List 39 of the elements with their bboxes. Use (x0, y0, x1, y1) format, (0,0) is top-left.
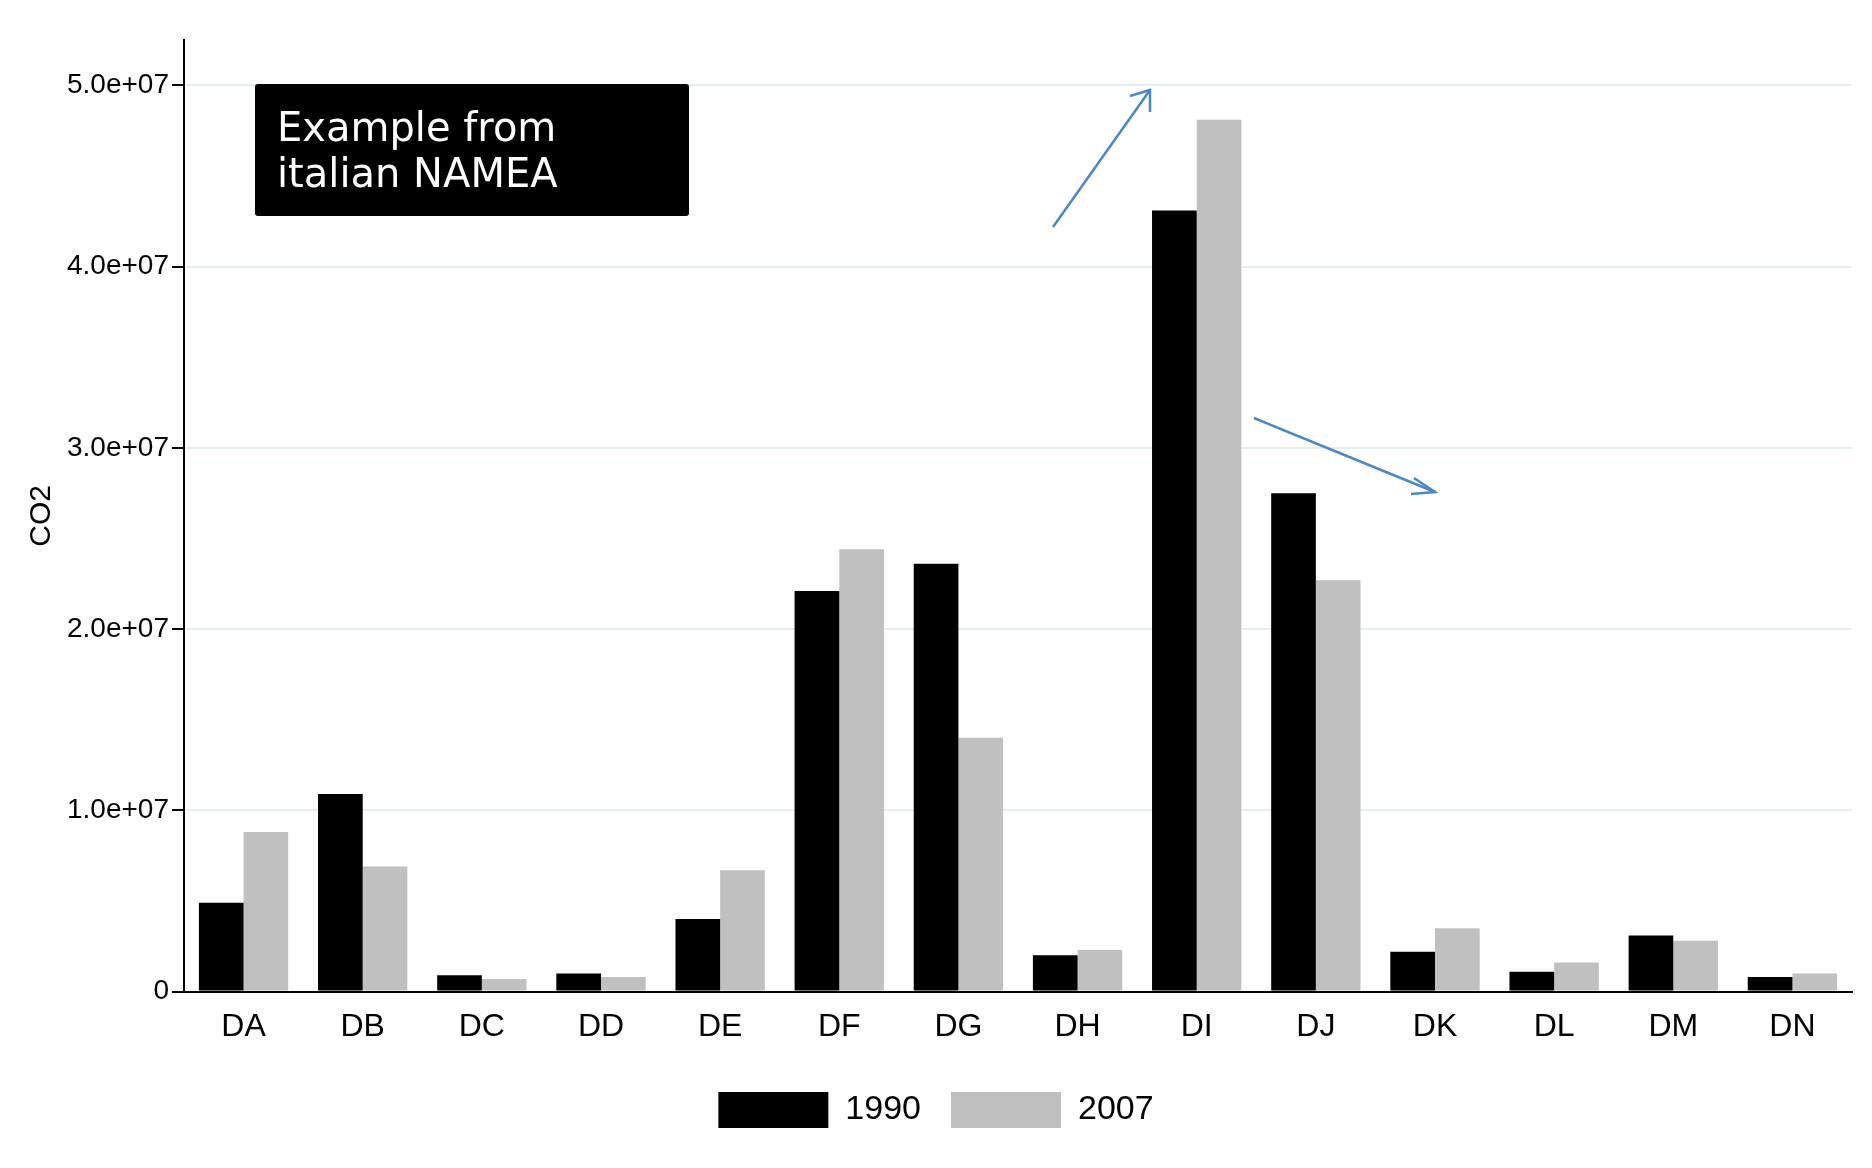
legend-label: 1990 (845, 1088, 921, 1127)
bar (1554, 962, 1599, 991)
y-axis-title: CO2 (23, 484, 57, 547)
x-tick-label: DJ (1296, 1006, 1336, 1043)
y-tick-label: 5.0e+07 (66, 68, 169, 100)
x-tick-label: DB (340, 1006, 385, 1043)
bar (720, 870, 765, 991)
y-tick-label: 1.0e+07 (66, 793, 169, 825)
y-tick-label: 4.0e+07 (66, 249, 169, 281)
x-tick-label: DM (1648, 1006, 1699, 1043)
legend-label: 2007 (1078, 1088, 1154, 1127)
bar (600, 977, 646, 991)
bar (1673, 940, 1718, 991)
x-tick-label: DK (1412, 1006, 1458, 1043)
bar (958, 737, 1004, 991)
x-tick-label: DA (221, 1006, 267, 1043)
y-tick-label: 3.0e+07 (66, 430, 169, 462)
x-tick-label: DE (697, 1006, 743, 1043)
note-box: Example from italian NAMEA (255, 84, 689, 216)
x-tick-label: DG (934, 1006, 983, 1043)
x-tick-label: DL (1533, 1006, 1575, 1043)
x-tick-label: DD (577, 1006, 625, 1043)
x-tick-label: DH (1054, 1006, 1101, 1043)
x-tick-label: DI (1180, 1006, 1213, 1043)
y-tick-label: 2.0e+07 (66, 611, 169, 643)
bar (1315, 580, 1361, 991)
bar (243, 832, 289, 991)
bar (1792, 973, 1838, 991)
x-tick-label: DF (817, 1006, 861, 1043)
bar (839, 549, 884, 991)
bar (481, 978, 527, 991)
y-tick-label: 0 (153, 974, 169, 1006)
bar (1196, 119, 1242, 991)
x-tick-label: DC (458, 1006, 505, 1043)
bar (362, 866, 408, 991)
bar (1435, 928, 1480, 991)
bar (1077, 949, 1123, 991)
x-tick-label: DN (1769, 1006, 1816, 1043)
annotation: Example from italian NAMEA (277, 104, 558, 196)
